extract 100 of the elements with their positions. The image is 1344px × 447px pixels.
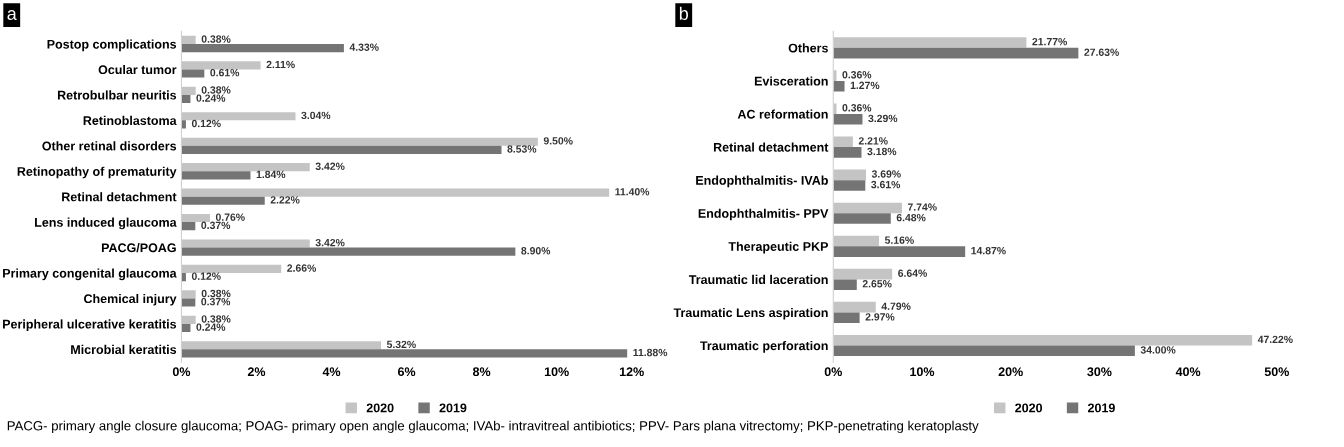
x-tick-label: 40%	[1175, 367, 1201, 377]
y-tick-label: Therapeutic PKP	[728, 241, 828, 254]
bar	[181, 69, 205, 78]
y-tick-label: Traumatic perforation	[700, 341, 828, 353]
data-label: 14.87%	[971, 247, 1006, 255]
data-label: 3.61%	[871, 180, 901, 189]
x-tick-label: 0%	[824, 367, 842, 377]
y-tick-label: PACG/POAG	[101, 243, 176, 253]
y-tick-label: AC reformation	[737, 109, 828, 119]
y-tick-label: Retinoblastoma	[83, 115, 177, 125]
data-label: 21.77%	[1032, 37, 1067, 46]
data-label: 4.33%	[349, 43, 379, 51]
bar	[833, 80, 845, 92]
data-label: 8.53%	[507, 145, 537, 153]
x-tick-label: 10%	[910, 367, 935, 377]
y-tick-label: Retrobulbar neuritis	[57, 90, 177, 100]
bar	[833, 47, 1079, 59]
data-label: 27.63%	[1084, 48, 1119, 56]
text: a	[7, 10, 17, 20]
text: PACG- primary angle closure glaucoma; POAG- primary open angle glaucoma; IVAb- intravitreal antibiotics; PPV- Pars plana vitrectomy; PKP-penetrating keratoplasty	[7, 420, 979, 434]
x-tick-label: 30%	[1087, 367, 1112, 377]
data-label: 6.48%	[896, 213, 926, 222]
legend-label: 2019	[439, 403, 467, 413]
data-label: 0.61%	[210, 68, 240, 77]
legend-label: 2019	[1087, 403, 1115, 413]
data-label: 47.22%	[1257, 335, 1293, 344]
data-label: 0.38%	[201, 315, 231, 323]
text: b	[679, 6, 688, 20]
y-tick-label: Traumatic lid laceration	[688, 274, 828, 285]
bar	[833, 213, 891, 224]
data-label: 0.36%	[842, 104, 872, 112]
x-tick-label: 2%	[247, 367, 266, 377]
y-tick-label: Peripheral ulcerative keratitis	[3, 319, 177, 332]
data-label: 2.21%	[858, 137, 888, 145]
data-label: 4.79%	[881, 302, 911, 310]
data-label: 3.42%	[315, 162, 345, 170]
data-label: 34.00%	[1140, 346, 1176, 354]
y-tick-label: Endophthalmitis- IVAb	[696, 175, 828, 188]
bar	[181, 44, 344, 53]
data-label: 0.37%	[201, 221, 231, 230]
data-label: 11.88%	[633, 348, 668, 357]
y-tick-label: Retinal detachment	[713, 142, 829, 152]
data-label: 6.64%	[898, 269, 927, 277]
bar	[833, 180, 866, 191]
bar	[181, 298, 196, 307]
y-tick-label: Microbial keratitis	[71, 344, 177, 354]
data-label: 1.27%	[850, 81, 880, 89]
data-label: 2.65%	[862, 280, 892, 288]
x-tick-label: 0%	[172, 367, 191, 377]
data-label: 2.11%	[266, 60, 295, 69]
legend-label: 2020	[366, 403, 394, 413]
x-tick-label: 20%	[998, 367, 1023, 377]
data-label: 5.32%	[386, 340, 416, 349]
data-label: 5.16%	[884, 236, 914, 244]
x-tick-label: 50%	[1264, 367, 1289, 377]
data-label: 0.37%	[201, 297, 231, 306]
bar	[833, 345, 1135, 357]
y-tick-label: Ocular tumor	[98, 64, 177, 75]
data-label: 2.97%	[865, 313, 895, 321]
data-label: 7.74%	[907, 203, 937, 211]
y-tick-label: Retinal detachment	[62, 192, 177, 202]
data-label: 11.40%	[615, 188, 650, 196]
data-label: 0.38%	[201, 289, 231, 298]
y-tick-label: Lens induced glaucoma	[35, 217, 177, 230]
x-tick-label: 8%	[472, 367, 491, 377]
y-tick-label: Other retinal disorders	[42, 141, 177, 151]
bar	[181, 222, 196, 231]
bar	[833, 147, 862, 158]
data-label: 3.29%	[868, 114, 898, 123]
bar	[833, 312, 860, 324]
bar	[181, 247, 516, 256]
data-label: 3.04%	[301, 111, 331, 120]
bar	[181, 196, 265, 205]
y-tick-label: Primary congenital glaucoma	[3, 268, 177, 281]
data-label: 2.22%	[270, 196, 300, 204]
y-tick-label: Endophthalmitis- PPV	[698, 208, 829, 221]
data-label: 0.38%	[201, 86, 231, 94]
y-tick-label: Retinopathy of prematurity	[17, 166, 177, 179]
legend-label: 2020	[1015, 403, 1043, 413]
bar	[833, 113, 863, 125]
bar	[833, 246, 966, 257]
bar	[181, 349, 628, 358]
y-tick-label: Postop complications	[47, 39, 177, 52]
y-tick-label: Chemical injury	[84, 293, 177, 306]
data-label: 3.42%	[315, 238, 345, 247]
bar	[181, 145, 502, 154]
x-tick-label: 12%	[619, 367, 644, 377]
data-label: 0.24%	[196, 323, 226, 331]
data-label: 0.36%	[842, 71, 872, 79]
bar	[833, 279, 857, 290]
data-label: 0.12%	[191, 272, 221, 280]
x-tick-label: 10%	[544, 367, 569, 377]
data-label: 0.24%	[196, 94, 226, 102]
x-tick-label: 6%	[397, 367, 416, 377]
bar	[181, 171, 251, 180]
data-label: 0.12%	[191, 119, 221, 128]
data-label: 3.69%	[871, 170, 901, 178]
y-tick-label: Evisceration	[754, 76, 828, 86]
data-label: 8.90%	[521, 247, 551, 255]
y-tick-label: Traumatic Lens aspiration	[673, 307, 828, 320]
